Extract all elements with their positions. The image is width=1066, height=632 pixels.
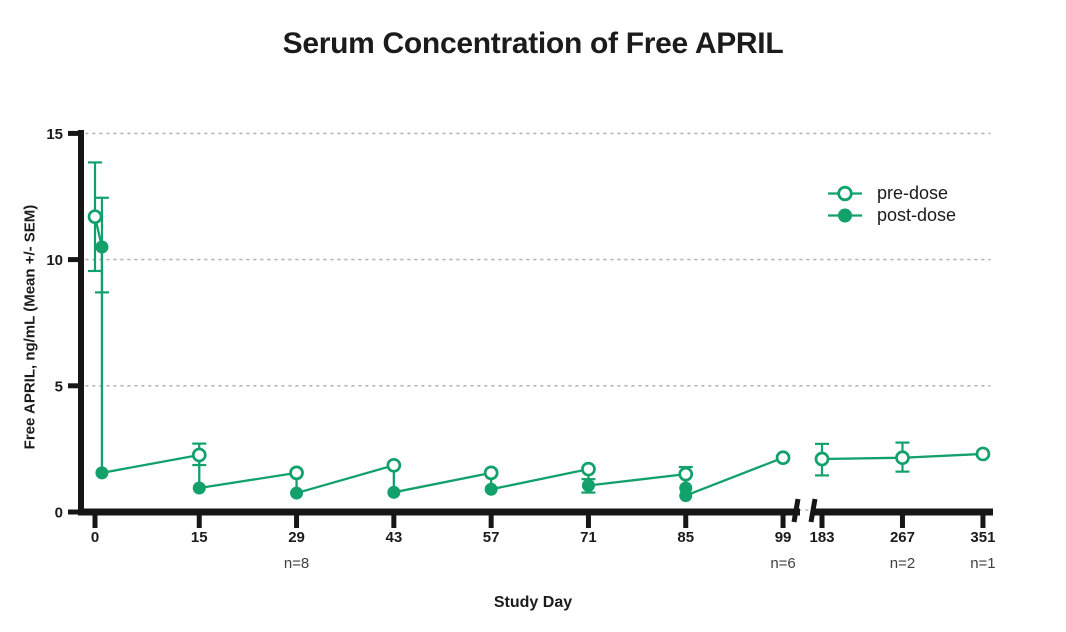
legend-label-post-dose: post-dose	[877, 205, 957, 225]
x-tick-label: 183	[809, 529, 834, 546]
data-point-post-dose	[387, 485, 401, 499]
x-tick-label: 71	[580, 529, 597, 546]
data-point-pre-dose	[483, 465, 499, 481]
axis-break-mark	[808, 498, 818, 523]
data-point-pre-dose	[581, 461, 596, 477]
chart-title: Serum Concentration of Free APRIL	[282, 27, 784, 60]
open-circle-marker-icon	[828, 185, 862, 202]
data-point-pre-dose	[895, 450, 910, 466]
x-tick-label: 351	[970, 529, 995, 546]
x-tick-label: 15	[191, 529, 208, 546]
x-tick-label: 99	[775, 529, 792, 546]
filled-circle-marker-icon	[828, 208, 862, 223]
legend: pre-dose post-dose	[826, 183, 956, 226]
data-point-pre-dose	[814, 451, 830, 467]
x-tick-label: 29	[288, 529, 305, 546]
n-count-label: n=1	[970, 555, 995, 572]
data-point-pre-dose	[191, 447, 207, 463]
n-count-label: n=6	[770, 555, 795, 572]
legend-item-post-dose: post-dose	[826, 205, 956, 226]
y-tick-label: 10	[46, 252, 63, 269]
data-point-pre-dose	[678, 466, 694, 482]
n-count-label: n=8	[284, 555, 309, 572]
y-tick-label: 0	[55, 505, 63, 522]
data-point-post-dose	[581, 478, 595, 492]
data-point-pre-dose	[289, 465, 304, 481]
x-tick-label: 43	[386, 529, 403, 546]
y-tick-label: 15	[46, 126, 63, 143]
x-tick-label: 267	[890, 529, 915, 546]
data-point-pre-dose	[87, 209, 103, 225]
x-axis-title: Study Day	[493, 594, 573, 611]
data-point-post-dose	[484, 482, 498, 496]
data-point-pre-dose	[386, 457, 402, 473]
data-point-post-dose	[679, 489, 693, 503]
y-tick-label: 5	[55, 378, 63, 395]
data-point-pre-dose	[975, 446, 991, 462]
data-point-post-dose	[95, 466, 109, 480]
axis-break-mark	[791, 498, 801, 523]
x-tick-label: 85	[677, 529, 694, 546]
x-tick-label: 0	[91, 529, 99, 546]
x-tick-label: 57	[483, 529, 500, 546]
legend-label-pre-dose: pre-dose	[877, 183, 949, 203]
data-point-pre-dose	[775, 450, 791, 466]
data-point-post-dose	[192, 481, 206, 495]
n-count-label: n=2	[890, 555, 915, 572]
data-point-post-dose	[95, 240, 109, 254]
data-point-post-dose	[290, 486, 304, 500]
legend-item-pre-dose: pre-dose	[826, 183, 956, 204]
